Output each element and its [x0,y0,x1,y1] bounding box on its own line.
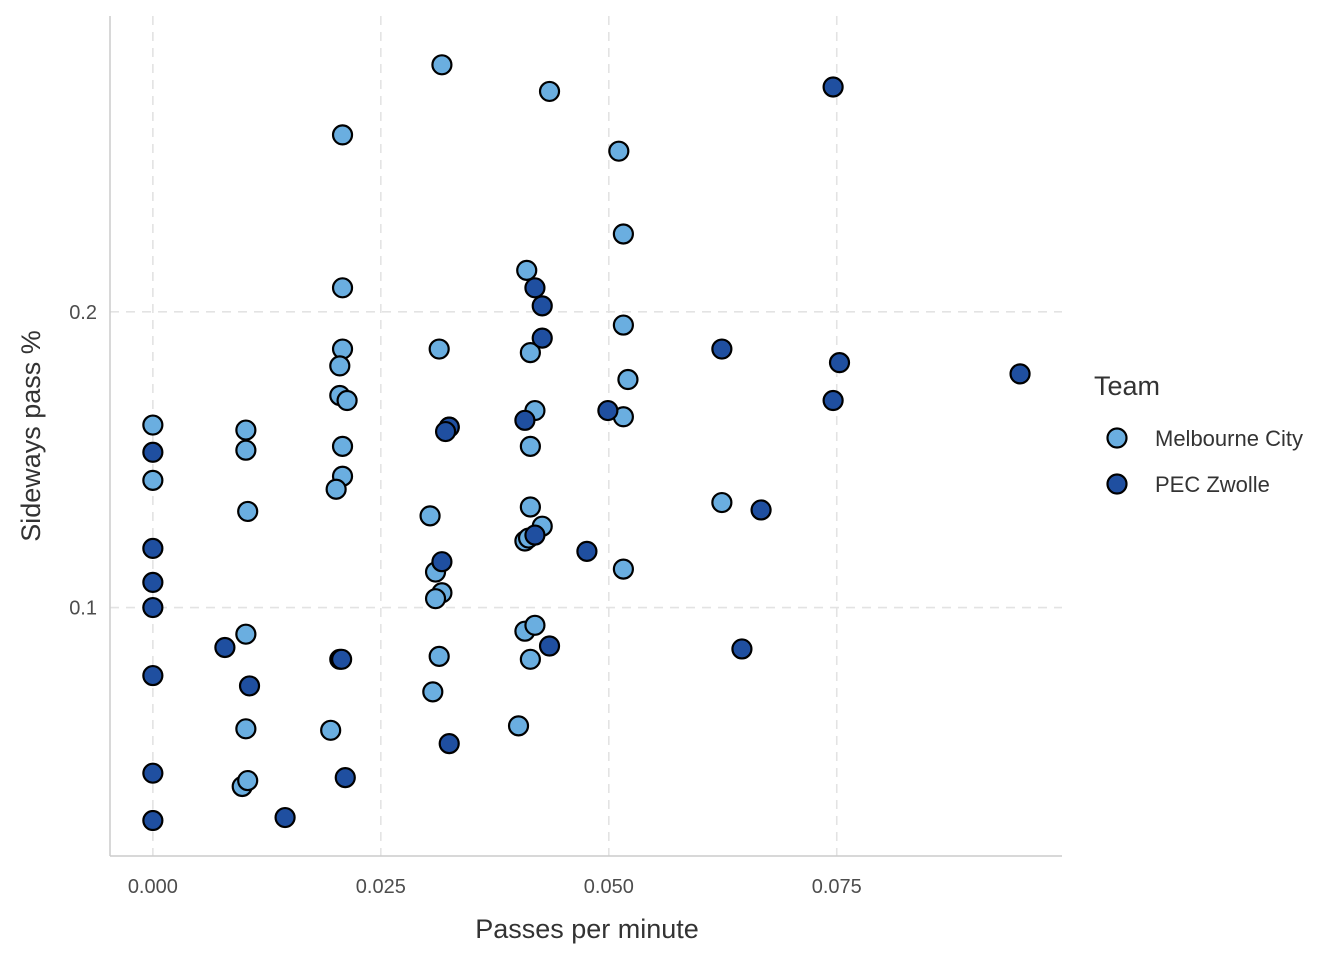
data-point-melbourne-city [142,469,164,491]
data-point-pec-zwolle [142,664,164,687]
data-point-pec-zwolle [524,524,546,546]
data-point-melbourne-city [422,681,444,703]
data-point-pec-zwolle [274,806,296,829]
data-point-pec-zwolle [538,635,561,657]
data-point-pec-zwolle [142,571,164,594]
data-point-pec-zwolle [142,596,164,619]
legend-marker-melbourne-city [1106,427,1128,449]
data-point-melbourne-city [325,478,347,500]
data-point-pec-zwolle [731,638,753,660]
data-point-melbourne-city [519,341,541,364]
data-point-melbourne-city [428,338,450,360]
data-point-melbourne-city [608,140,630,162]
data-point-pec-zwolle [142,809,164,832]
legend: Team Melbourne City PEC Zwolle [1094,371,1303,497]
legend-label-pec-zwolle: PEC Zwolle [1155,472,1270,497]
data-point-melbourne-city [331,435,354,457]
y-tick-label: 0.2 [69,302,97,324]
data-point-pec-zwolle [822,76,844,98]
data-point-melbourne-city [519,496,541,518]
data-point-melbourne-city [331,124,354,146]
data-point-melbourne-city [516,259,538,281]
legend-title: Team [1094,371,1160,401]
data-point-melbourne-city [237,769,259,792]
data-point-melbourne-city [538,80,561,103]
data-point-melbourne-city [519,648,541,670]
data-point-pec-zwolle [334,767,356,789]
data-point-melbourne-city [617,368,639,391]
data-point-melbourne-city [235,419,257,441]
data-point-melbourne-city [329,355,351,377]
data-point-melbourne-city [519,435,541,457]
data-point-melbourne-city [612,558,634,580]
data-point-pec-zwolle [524,277,546,299]
data-point-pec-zwolle [597,399,619,422]
data-point-melbourne-city [612,223,634,245]
x-tick-label: 0.000 [128,876,178,898]
data-point-melbourne-city [235,439,257,461]
data-point-pec-zwolle [238,675,261,697]
data-point-pec-zwolle [142,441,164,463]
legend-label-melbourne-city: Melbourne City [1155,426,1303,451]
x-tick-label: 0.025 [356,876,406,898]
data-point-pec-zwolle [434,420,457,443]
data-point-pec-zwolle [750,499,772,521]
y-tick-label: 0.1 [69,598,97,620]
data-point-pec-zwolle [438,733,460,755]
data-point-pec-zwolle [142,537,164,559]
data-point-melbourne-city [424,588,447,610]
y-axis-title: Sideways pass % [16,330,46,542]
x-tick-labels: 0.000 0.025 0.050 0.075 [128,876,862,898]
legend-marker-pec-zwolle [1106,473,1128,495]
data-point-melbourne-city [612,314,634,336]
data-point-melbourne-city [235,623,257,645]
x-tick-label: 0.075 [812,876,862,898]
data-point-pec-zwolle [431,551,453,573]
data-point-pec-zwolle [1009,363,1031,385]
data-point-pec-zwolle [531,295,553,317]
data-point-pec-zwolle [531,327,553,349]
data-point-melbourne-city [237,500,259,523]
axes [109,16,1062,857]
data-point-melbourne-city [419,505,441,527]
data-point-pec-zwolle [142,762,164,784]
data-point-pec-zwolle [822,389,844,412]
data-point-melbourne-city [524,614,546,636]
data-point-melbourne-city [431,54,453,76]
x-axis-title: Passes per minute [475,914,699,944]
data-point-melbourne-city [428,645,450,667]
data-points [142,54,1031,832]
data-point-melbourne-city [507,715,530,737]
x-tick-label: 0.050 [584,876,634,898]
data-point-melbourne-city [711,491,733,514]
data-point-melbourne-city [336,389,358,412]
data-point-melbourne-city [320,719,342,741]
data-point-pec-zwolle [828,352,851,374]
y-tick-labels: 0.1 0.2 [69,302,97,620]
data-point-pec-zwolle [576,540,598,562]
grid-lines [110,16,1062,856]
data-point-pec-zwolle [711,338,733,360]
data-point-pec-zwolle [331,648,353,670]
data-point-melbourne-city [142,414,164,436]
data-point-pec-zwolle [214,636,236,659]
data-point-pec-zwolle [514,409,536,431]
data-point-melbourne-city [331,277,354,299]
data-point-melbourne-city [235,718,257,740]
